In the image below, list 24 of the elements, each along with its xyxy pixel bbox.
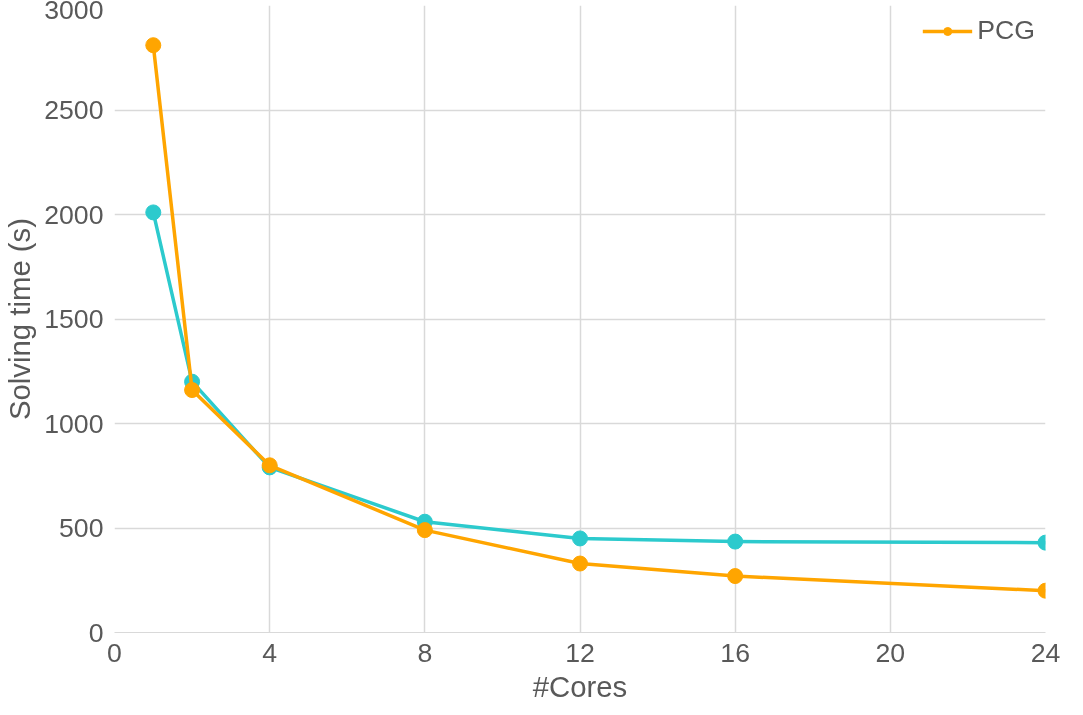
point xyxy=(145,37,162,54)
y-tick-label: 500 xyxy=(59,513,104,543)
y-tick-label: 0 xyxy=(88,617,104,648)
x-axis-title: #Cores xyxy=(532,669,628,703)
point xyxy=(184,382,201,399)
point xyxy=(572,555,588,572)
x-tick-label: 4 xyxy=(262,637,278,668)
point xyxy=(727,568,744,585)
y-tick-label: 2500 xyxy=(44,95,104,125)
x-tick-label: 24 xyxy=(1030,637,1061,668)
legend-label: PCG xyxy=(977,15,1035,46)
x-tick-label: 16 xyxy=(720,637,750,668)
x-tick-label: 12 xyxy=(565,637,595,668)
x-tick-label: 8 xyxy=(417,637,433,668)
point xyxy=(416,522,433,539)
y-tick-label: 3000 xyxy=(44,0,104,25)
y-tick-label: 1000 xyxy=(44,408,104,439)
point xyxy=(572,530,588,547)
x-tick-label: 20 xyxy=(875,637,906,668)
y-tick-label: 2000 xyxy=(44,199,104,230)
y-tick-label: 1500 xyxy=(44,304,104,334)
point xyxy=(145,204,162,221)
point xyxy=(727,533,744,550)
y-axis-title: Solving time (s) xyxy=(3,217,37,421)
